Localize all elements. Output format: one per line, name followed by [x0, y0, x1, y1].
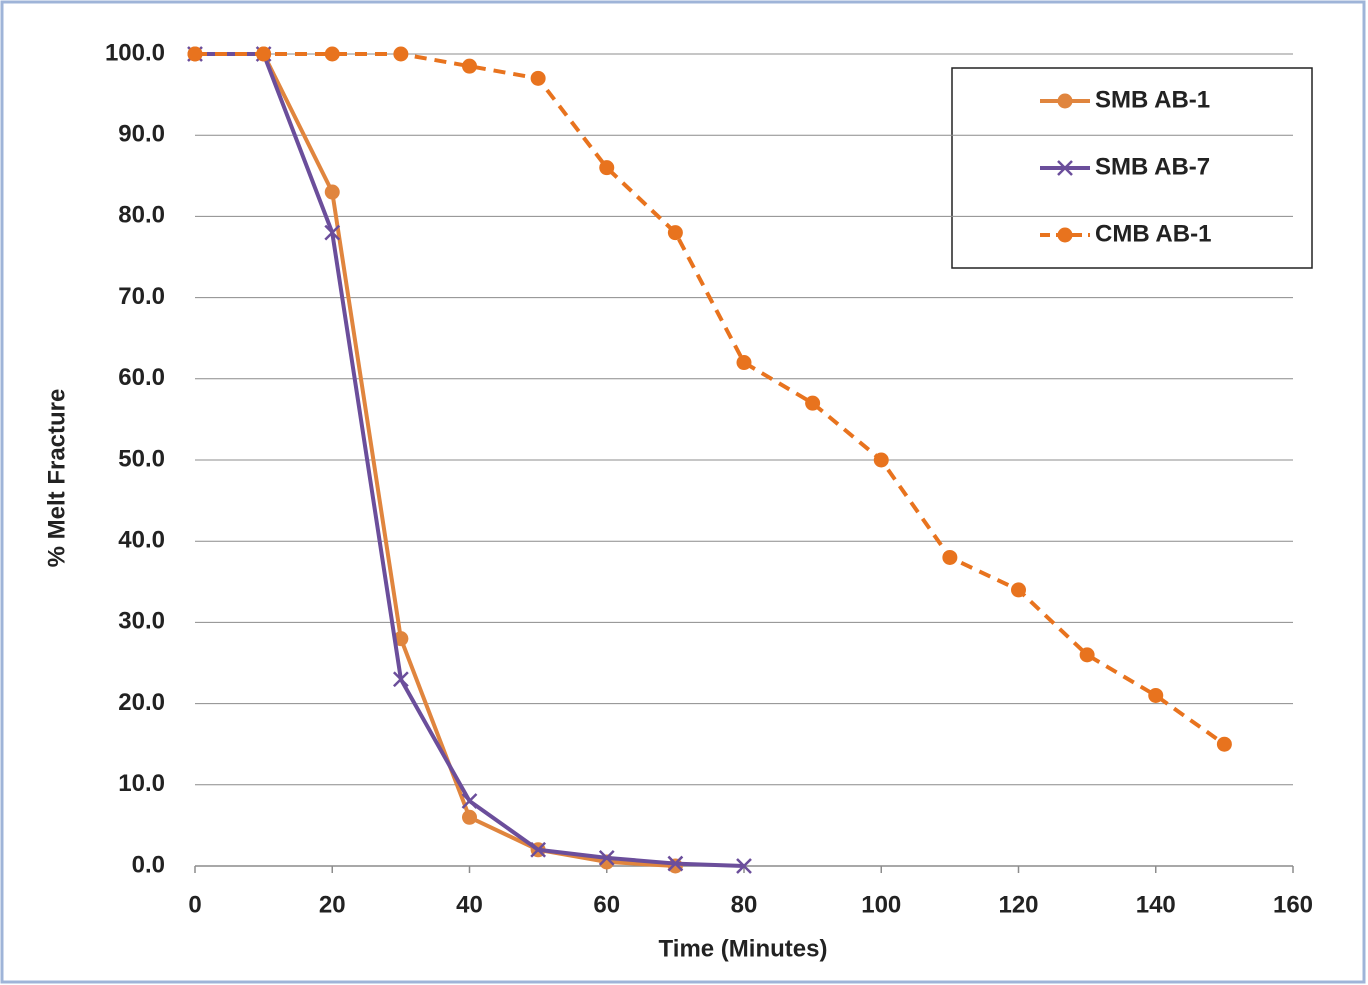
- data-point: [598, 849, 615, 866]
- x-tick-label: 100: [861, 891, 901, 918]
- data-point: [1148, 687, 1164, 703]
- y-tick-label: 60.0: [118, 364, 165, 391]
- x-tick-label: 0: [188, 891, 201, 918]
- y-tick-label: 50.0: [118, 445, 165, 472]
- data-point: [736, 355, 752, 371]
- legend-box: [951, 67, 1313, 269]
- data-point: [1216, 736, 1232, 752]
- legend-marker: [1057, 160, 1073, 176]
- x-tick-label: 160: [1273, 891, 1313, 918]
- data-point: [256, 46, 272, 62]
- y-tick-label: 0.0: [132, 851, 165, 878]
- y-tick-label: 100.0: [105, 39, 165, 66]
- x-tick-label: 20: [319, 891, 346, 918]
- data-point: [1079, 647, 1095, 663]
- y-tick-label: 40.0: [118, 527, 165, 554]
- x-tick-label: 60: [593, 891, 620, 918]
- data-point: [667, 858, 683, 874]
- series-line: [195, 52, 676, 868]
- x-axis-title: Time (Minutes): [659, 935, 828, 962]
- data-point: [805, 395, 821, 411]
- legend-marker: [1057, 227, 1073, 243]
- data-point: [667, 855, 684, 872]
- data-point: [530, 70, 546, 86]
- y-axis-title: % Melt Fracture: [43, 389, 70, 568]
- data-point: [942, 549, 958, 565]
- data-point: [667, 225, 683, 241]
- y-tick-label: 20.0: [118, 689, 165, 716]
- y-tick-label: 30.0: [118, 608, 165, 635]
- legend-label: CMB AB-1: [1095, 220, 1211, 247]
- data-point: [392, 671, 409, 688]
- legend-label: SMB AB-7: [1095, 153, 1210, 180]
- y-tick-label: 70.0: [118, 283, 165, 310]
- y-tick-label: 80.0: [118, 202, 165, 229]
- x-tick-label: 140: [1136, 891, 1176, 918]
- y-tick-label: 10.0: [118, 770, 165, 797]
- data-point: [393, 46, 409, 62]
- x-tick-label: 40: [456, 891, 483, 918]
- data-point: [736, 858, 752, 874]
- data-point: [873, 452, 889, 468]
- x-tick-label: 80: [731, 891, 758, 918]
- data-point: [530, 841, 547, 858]
- data-point: [462, 58, 477, 74]
- series-line: [195, 52, 1226, 746]
- data-point: [599, 160, 615, 176]
- x-tick-label: 120: [998, 891, 1038, 918]
- legend-marker: [1057, 93, 1073, 109]
- data-point: [1011, 582, 1026, 598]
- data-point: [324, 224, 341, 241]
- data-point: [324, 46, 340, 62]
- data-point: [324, 184, 340, 200]
- data-point: [462, 809, 477, 825]
- data-point: [187, 46, 203, 62]
- data-point: [461, 793, 478, 809]
- y-tick-label: 90.0: [118, 121, 165, 148]
- legend-label: SMB AB-1: [1095, 86, 1210, 113]
